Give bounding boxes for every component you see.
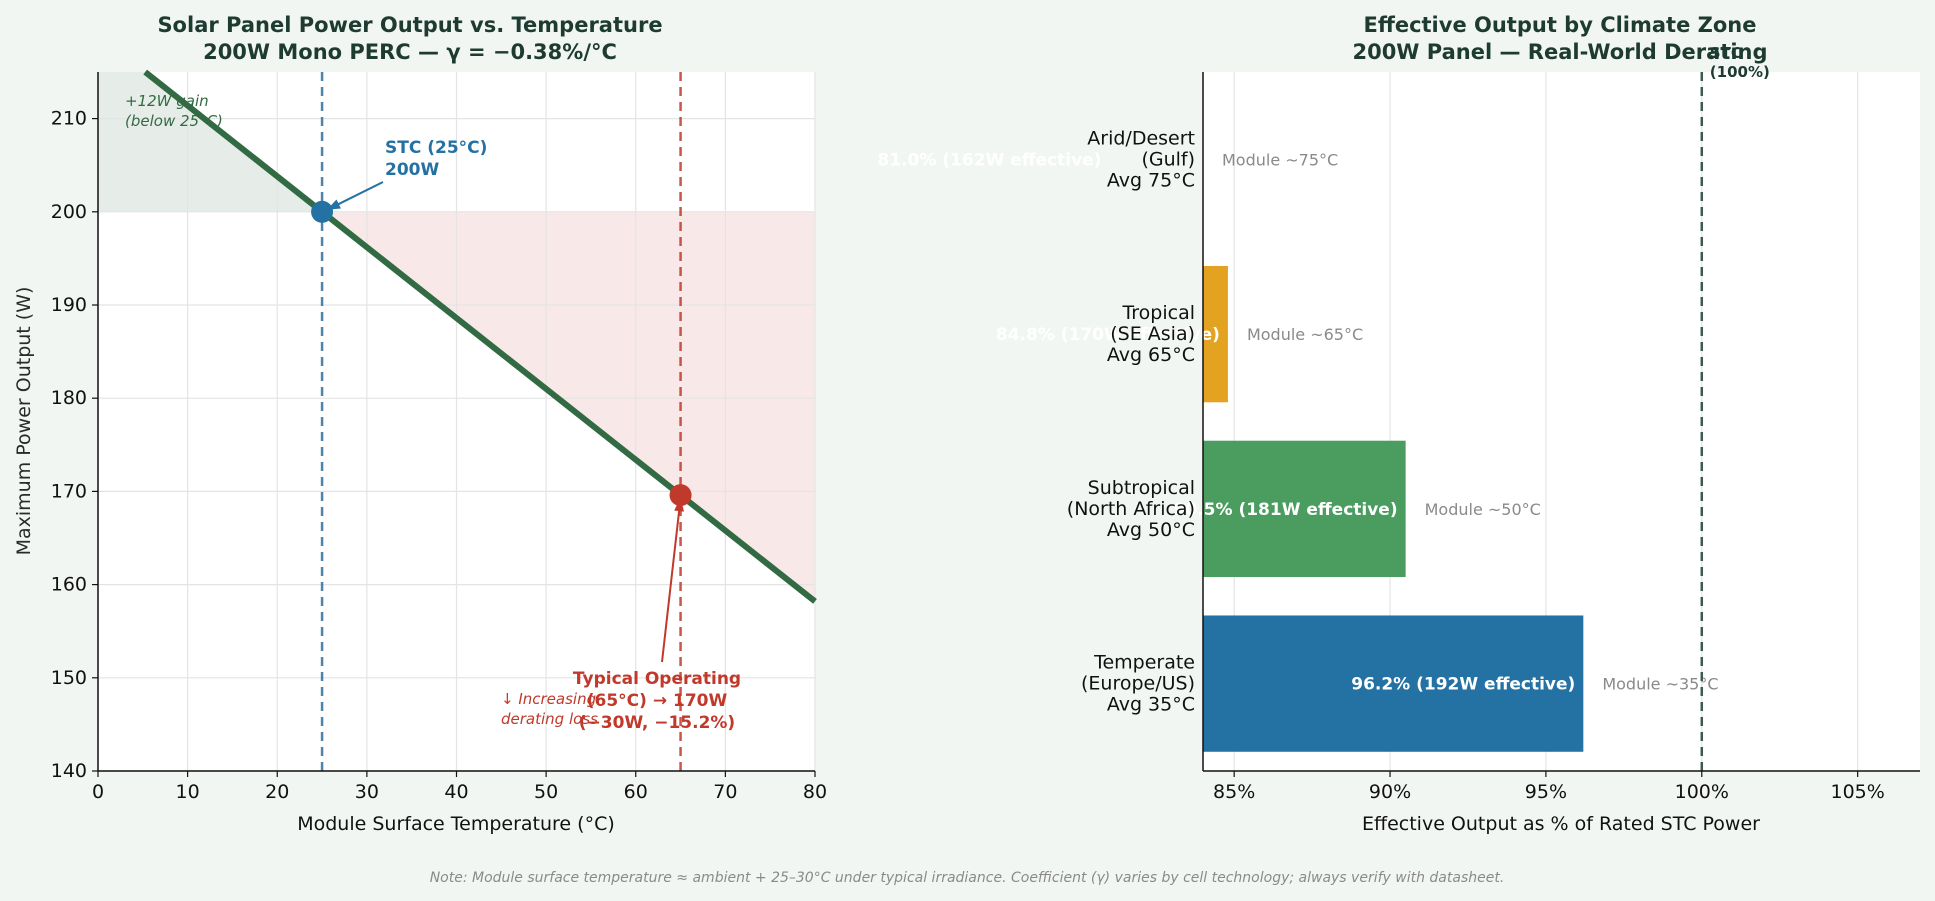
category-label: Avg 50°C	[1107, 519, 1195, 541]
category-label: (Gulf)	[1141, 148, 1195, 170]
left-y-ticks: 140 150 160 170 180 190 200 210	[51, 108, 98, 782]
left-x-tick-label: 0	[92, 781, 104, 803]
bar-value-label: 84.8% (170W effective)	[996, 325, 1220, 345]
left-y-tick-label: 190	[51, 294, 87, 316]
right-x-tick-label: 85%	[1213, 781, 1255, 803]
gain-annotation-line2: (below 25°C)	[125, 112, 223, 130]
right-x-tick-label: 90%	[1369, 781, 1411, 803]
left-y-tick-label: 170	[51, 480, 87, 502]
power-curve	[143, 69, 817, 604]
left-y-tick-label: 140	[51, 760, 87, 782]
category-label: Tropical	[1121, 302, 1195, 324]
loss-annotation-line2: derating loss	[501, 710, 598, 728]
bar-module-label: Module ~75°C	[1222, 150, 1338, 169]
left-x-label: Module Surface Temperature (°C)	[297, 813, 615, 835]
left-title-line1: Solar Panel Power Output vs. Temperature	[157, 13, 662, 37]
right-title-line1: Effective Output by Climate Zone	[1363, 13, 1756, 37]
right-x-tick-label: 105%	[1830, 781, 1884, 803]
operating-label-line3: (−30W, −15.2%)	[579, 713, 735, 733]
left-y-tick-label: 150	[51, 667, 87, 689]
footnote: Note: Module surface temperature ≈ ambie…	[430, 870, 1505, 886]
left-x-tick-label: 80	[803, 781, 827, 803]
category-label: Temperate	[1093, 652, 1195, 674]
category-label: (North Africa)	[1067, 498, 1195, 520]
gain-region	[98, 72, 323, 212]
left-y-label: Maximum Power Output (W)	[13, 287, 35, 556]
right-chart: Effective Output by Climate Zone 200W Pa…	[877, 13, 1920, 835]
category-label: (Europe/US)	[1081, 673, 1195, 695]
right-x-tick-label: 95%	[1525, 781, 1567, 803]
bar-value-label: 81.0% (162W effective)	[877, 150, 1101, 170]
left-x-ticks: 0 10 20 30 40 50 60 70 80	[92, 771, 827, 803]
right-x-ticks: 85% 90% 95% 100% 105%	[1213, 771, 1885, 803]
category-label: Subtropical	[1088, 477, 1195, 499]
climate-bar	[1203, 265, 1228, 403]
stc-label-line2: 200W	[385, 160, 439, 180]
left-title-line2: 200W Mono PERC — γ = −0.38%/°C	[203, 40, 617, 64]
left-x-tick-label: 30	[355, 781, 379, 803]
gain-annotation-line1: +12W gain	[125, 92, 209, 110]
reference-label-line2: (100%)	[1710, 63, 1770, 81]
bar-value-label: 90.5% (181W effective)	[1174, 500, 1398, 520]
left-x-tick-label: 40	[444, 781, 468, 803]
left-y-tick-label: 200	[51, 201, 87, 223]
left-x-tick-label: 10	[176, 781, 200, 803]
operating-point	[669, 484, 692, 507]
category-label: (SE Asia)	[1110, 323, 1195, 345]
left-x-tick-label: 20	[265, 781, 289, 803]
category-label: Avg 35°C	[1107, 694, 1195, 716]
stc-label-line1: STC (25°C)	[385, 138, 487, 158]
category-label: Arid/Desert	[1087, 127, 1195, 149]
loss-annotation-line1: ↓ Increasing	[501, 690, 596, 708]
climate-bar	[1203, 615, 1584, 752]
left-x-tick-label: 70	[713, 781, 737, 803]
left-y-tick-label: 210	[51, 108, 87, 130]
climate-bar	[1203, 440, 1406, 578]
bar-module-label: Module ~35°C	[1602, 675, 1718, 694]
category-label: Avg 75°C	[1107, 169, 1195, 191]
right-title-line2: 200W Panel — Real-World Derating	[1352, 40, 1767, 64]
left-x-tick-label: 60	[624, 781, 648, 803]
bar-module-label: Module ~50°C	[1425, 500, 1541, 519]
reference-label-line1: STC	[1710, 44, 1742, 62]
left-x-tick-label: 50	[534, 781, 558, 803]
operating-label-line1: Typical Operating	[573, 669, 741, 689]
category-label: Avg 65°C	[1107, 344, 1195, 366]
right-x-tick-label: 100%	[1675, 781, 1729, 803]
right-bars: 81.0% (162W effective) Module ~75°C 84.8% …	[877, 150, 1719, 752]
right-category-labels: Arid/Desert(Gulf)Avg 75°C Tropical(SE Asi…	[1067, 127, 1195, 715]
operating-arrow	[661, 498, 682, 663]
right-x-label: Effective Output as % of Rated STC Power	[1362, 813, 1760, 835]
stc-point	[311, 200, 334, 223]
bar-module-label: Module ~65°C	[1247, 325, 1363, 344]
operating-label-line2: (65°C) → 170W	[587, 691, 728, 711]
bar-value-label: 96.2% (192W effective)	[1351, 675, 1575, 695]
left-y-tick-label: 160	[51, 574, 87, 596]
left-chart: Solar Panel Power Output vs. Temperature…	[13, 13, 827, 835]
left-y-tick-label: 180	[51, 387, 87, 409]
